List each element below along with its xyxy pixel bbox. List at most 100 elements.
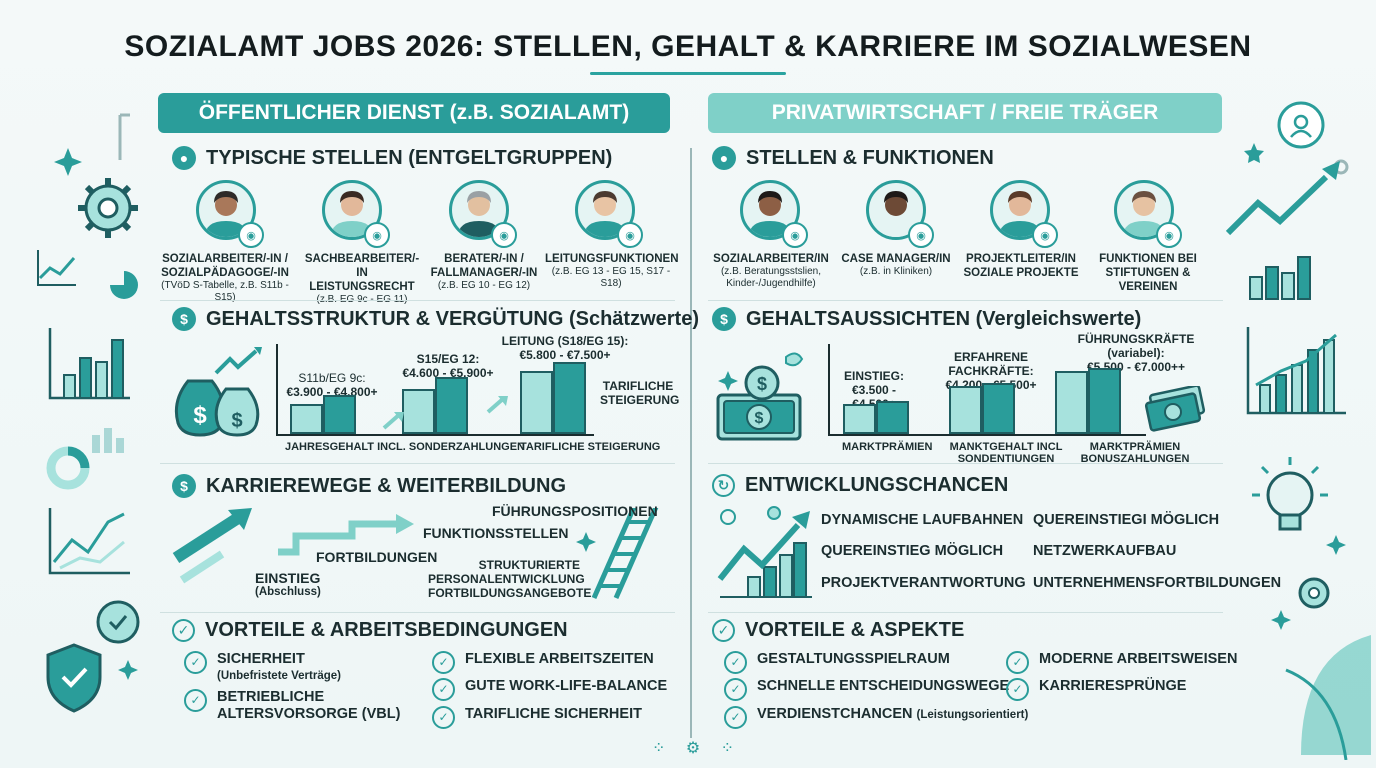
left-salary-label-3: LEITUNG (S18/EG 15): €5.800 - €7.500+ xyxy=(500,334,630,362)
role-sub: (z.B. EG 13 - EG 15, S17 - S18) xyxy=(551,266,671,289)
benefit-label: VERDIENSTCHANCEN xyxy=(757,706,913,722)
right-stellen-heading-text: STELLEN & FUNKTIONEN xyxy=(746,146,994,169)
role-title: SOZIALARBEITER/IN xyxy=(713,253,829,265)
left-chart-x-axis xyxy=(276,434,594,436)
salary-label-name: S11b/EG 9c: xyxy=(298,371,366,385)
user-badge-icon: ◉ xyxy=(238,222,264,248)
karriere-einstieg-sub: (Abschluss) xyxy=(255,586,321,598)
salary-label-name: EINSTIEG: xyxy=(843,369,904,383)
svg-text:$: $ xyxy=(757,374,767,394)
check-icon: ✓ xyxy=(184,689,207,712)
trend-chart-right-icon xyxy=(1246,327,1346,415)
left-gehalt-heading-text: GEHALTSSTRUKTUR & VERGÜTUNG (Schätzwerte… xyxy=(206,307,699,330)
left-vorteile-heading-text: VORTEILE & ARBEITSBEDINGUNGEN xyxy=(205,619,568,641)
right-role-2: CASE MANAGER/IN (z.B. in Kliniken) xyxy=(838,252,954,278)
left-benefit-2: ✓ BETRIEBLICHE ALTERSVORSORGE (VBL) xyxy=(184,689,414,723)
left-salary-bar-2 xyxy=(323,395,356,434)
karriere-funktionsstellen: FUNKTIONSSTELLEN xyxy=(423,525,569,541)
left-benefit-3: ✓ FLEXIBLE ARBEITSZEITEN xyxy=(432,651,654,674)
left-avatar-2: ◉ xyxy=(322,180,390,248)
check-icon: ✓ xyxy=(724,678,747,701)
right-footer-1: MARKTPRÄMIEN xyxy=(842,441,933,453)
benefit-label: SCHNELLE ENTSCHEIDUNGSWEGE xyxy=(757,678,1010,694)
left-stellen-heading-text: TYPISCHE STELLEN (ENTGELTGRUPPEN) xyxy=(206,146,613,169)
check-icon: ✓ xyxy=(1006,678,1029,701)
avatar xyxy=(196,180,256,240)
donut-chart-icon xyxy=(46,446,90,490)
left-vorteile-heading: ✓ VORTEILE & ARBEITSBEDINGUNGEN xyxy=(172,619,568,642)
right-benefit-5: ✓ KARRIERESPRÜNGE xyxy=(1006,678,1186,701)
benefit-label: GESTALTUNGSSPIELRAUM xyxy=(757,651,950,667)
mini-line-chart-icon xyxy=(37,250,76,286)
trend-chart-icon xyxy=(48,508,130,575)
salary-label-range: €5.800 - €7.500+ xyxy=(519,348,611,362)
refresh-icon: ↻ xyxy=(712,474,735,497)
title-underline xyxy=(590,72,786,75)
right-role-4: FUNKTIONEN BEI STIFTUNGEN & VEREINEN xyxy=(1094,252,1202,294)
salary-label-name: FÜHRUNGSKRÄFTE (variabel): xyxy=(1077,332,1195,360)
benefit-label: FLEXIBLE ARBEITSZEITEN xyxy=(465,651,654,667)
separator xyxy=(160,463,675,464)
svg-text:$: $ xyxy=(755,410,764,427)
avatar xyxy=(449,180,509,240)
right-entwicklung-5: NETZWERKAUFBAU xyxy=(1033,543,1177,559)
person-icon: ● xyxy=(172,146,196,170)
leaf-icon xyxy=(1301,635,1371,755)
banknote-icon xyxy=(1144,386,1206,432)
growth-arrow-icon xyxy=(1226,174,1329,236)
left-karriere-heading-text: KARRIEREWEGE & WEITERBILDUNG xyxy=(206,474,566,497)
role-title: CASE MANAGER/IN xyxy=(841,253,951,265)
money-bags-icon: $ $ xyxy=(174,347,262,437)
right-gehalt-heading-text: GEHALTSAUSSICHTEN (Vergleichswerte) xyxy=(746,307,1142,330)
chart-arrow-icon xyxy=(486,396,508,414)
right-chart-x-axis xyxy=(828,434,1146,436)
separator xyxy=(708,300,1223,301)
benefit-label: MODERNE ARBEITSWEISEN xyxy=(1039,651,1238,667)
benefit-sub: (Unbefristete Verträge) xyxy=(217,670,341,682)
salary-label-range: €4.600 - €5.900+ xyxy=(402,366,494,380)
left-salary-bar-3 xyxy=(402,389,435,434)
avatar xyxy=(990,180,1050,240)
page-title: SOZIALAMT JOBS 2026: STELLEN, GEHALT & K… xyxy=(124,30,1252,63)
benefit-label: KARRIERESPRÜNGE xyxy=(1039,678,1187,694)
left-decoration-panel xyxy=(37,113,140,713)
lightbulb-icon xyxy=(1252,457,1328,531)
growth-arrow-head-icon xyxy=(1322,161,1340,180)
right-stellen-heading: ● STELLEN & FUNKTIONEN xyxy=(712,146,994,170)
check-icon: ✓ xyxy=(432,651,455,674)
check-icon: ✓ xyxy=(1006,651,1029,674)
left-side-label: TARIFLICHE STEIGERUNG xyxy=(600,379,680,407)
right-entwicklung-2: QUEREINSTIEG MÖGLICH xyxy=(821,543,1004,559)
karriere-fuehrung: FÜHRUNGSPOSITIONEN xyxy=(492,503,658,519)
person-icon: ● xyxy=(712,146,736,170)
banner-public-service: ÖFFENTLICHER DIENST (z.B. SOZIALAMT) xyxy=(158,93,670,133)
left-salary-bar-1 xyxy=(290,404,323,434)
star-icon xyxy=(1244,143,1264,163)
bar-chart-right-icon xyxy=(1249,256,1311,300)
benefit-label: TARIFLICHE SICHERHEIT xyxy=(465,706,642,722)
role-title: BERATER/-IN / FALLMANAGER/-IN xyxy=(430,253,538,279)
left-benefit-4: ✓ GUTE WORK-LIFE-BALANCE xyxy=(432,678,667,701)
salary-label-name: LEITUNG (S18/EG 15): xyxy=(501,334,629,348)
right-role-3: PROJEKTLEITER/IN SOZIALE PROJEKTE xyxy=(962,252,1080,280)
banner-private-sector: PRIVATWIRTSCHAFT / FREIE TRÄGER xyxy=(708,93,1222,133)
salary-label-name: S15/EG 12: xyxy=(416,352,480,366)
role-title: FUNKTIONEN BEI STIFTUNGEN & VEREINEN xyxy=(1099,253,1197,293)
role-sub: (z.B. in Kliniken) xyxy=(859,266,933,277)
role-title: LEITUNGSFUNKTIONEN xyxy=(545,253,679,265)
right-salary-bar-3 xyxy=(949,386,982,434)
stethoscope-icon: ◉ xyxy=(908,222,934,248)
check-icon: ✓ xyxy=(432,678,455,701)
gear-check-icon xyxy=(96,600,140,644)
left-karriere-heading: $ KARRIEREWEGE & WEITERBILDUNG xyxy=(172,474,566,498)
benefit-label: GUTE WORK-LIFE-BALANCE xyxy=(465,678,668,694)
sparkle-right-icon xyxy=(1326,535,1346,555)
leaf-icon-2 xyxy=(1285,668,1348,760)
left-salary-label-2: S15/EG 12: €4.600 - €5.900+ xyxy=(398,352,498,380)
svg-text:$: $ xyxy=(193,402,207,429)
right-benefit-3: ✓ VERDIENSTCHANCEN (Leistungsorientiert) xyxy=(724,706,1028,729)
left-avatar-1: ◉ xyxy=(196,180,264,248)
gear-user-icon xyxy=(1277,101,1325,149)
right-vorteile-heading: ✓ VORTEILE & ASPEKTE xyxy=(712,619,964,642)
check-circle-icon: ✓ xyxy=(172,619,195,642)
